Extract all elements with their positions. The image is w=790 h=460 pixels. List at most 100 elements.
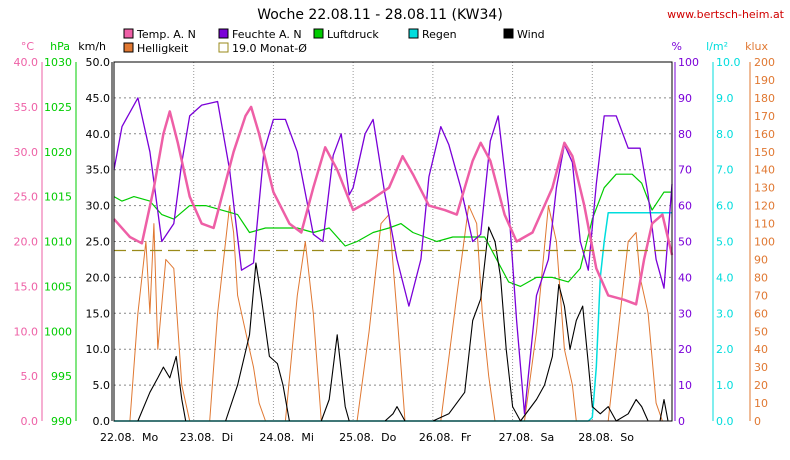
series-line-helligkeit [114, 205, 672, 422]
legend-label-monat: 19.0 Monat-Ø [232, 42, 307, 55]
hpa-tick-label: 1020 [44, 146, 72, 159]
pct-tick-label: 60 [678, 200, 692, 213]
pct-tick-label: 10 [678, 379, 692, 392]
klux-tick-label: 90 [754, 253, 768, 266]
day-label: 23.08. Di [180, 431, 234, 444]
kmh-tick-label: 0.0 [93, 415, 111, 428]
series-line-wind [114, 226, 672, 422]
temp-tick-label: 15.0 [14, 280, 39, 293]
axes: 0.0 5.0 10.0 15.0 20.0 25.0 30.0 35.0 40.0 990 995… [14, 40, 776, 444]
lm2-tick-label: 1.0 [716, 379, 734, 392]
day-label: 27.08. Sa [499, 431, 555, 444]
pct-tick-label: 30 [678, 307, 692, 320]
lm2-tick-label: 6.0 [716, 200, 734, 213]
pct-tick-label: 90 [678, 92, 692, 105]
pct-tick-label: 50 [678, 236, 692, 249]
lm2-tick-label: 3.0 [716, 307, 734, 320]
pct-tick-label: 0 [678, 415, 685, 428]
day-label: 22.08. Mo [100, 431, 158, 444]
legend-swatch-helligkeit [123, 42, 134, 53]
klux-tick-label: 0 [754, 415, 761, 428]
klux-tick-label: 170 [754, 110, 775, 123]
klux-tick-label: 180 [754, 92, 775, 105]
site-url[interactable]: www.bertsch-heim.at [667, 8, 785, 21]
chart-title: Woche 22.08.11 - 28.08.11 (KW34) [257, 7, 503, 23]
kmh-tick-label: 25.0 [86, 236, 111, 249]
day-label: 28.08. So [578, 431, 634, 444]
series [113, 97, 674, 422]
legend-swatch-feuchte [218, 28, 229, 39]
temp-unit: °C [21, 40, 35, 53]
kmh-tick-label: 15.0 [86, 307, 111, 320]
kmh-tick-label: 5.0 [93, 379, 111, 392]
kmh-tick-label: 50.0 [86, 56, 111, 69]
klux-tick-label: 160 [754, 128, 775, 141]
kmh-tick-label: 20.0 [86, 271, 111, 284]
temp-tick-label: 35.0 [14, 101, 39, 114]
pct-tick-label: 100 [678, 56, 699, 69]
klux-tick-label: 80 [754, 271, 768, 284]
day-label: 24.08. Mi [259, 431, 314, 444]
day-label: 25.08. Do [339, 431, 396, 444]
klux-tick-label: 130 [754, 182, 775, 195]
klux-tick-label: 200 [754, 56, 775, 69]
temp-tick-label: 5.0 [21, 370, 39, 383]
hpa-tick-label: 1015 [44, 191, 72, 204]
legend-label-wind: Wind [517, 28, 545, 41]
day-label: 26.08. Fr [419, 431, 472, 444]
lm2-unit: l/m² [706, 40, 728, 53]
pct-tick-label: 40 [678, 271, 692, 284]
lm2-tick-label: 9.0 [716, 92, 734, 105]
series-line-luftdruck [113, 173, 672, 287]
temp-tick-label: 30.0 [14, 146, 39, 159]
legend-swatch-regen [408, 28, 419, 39]
series-line-regen [114, 212, 672, 422]
klux-tick-label: 10 [754, 397, 768, 410]
klux-tick-label: 190 [754, 74, 775, 87]
hpa-tick-label: 995 [51, 370, 72, 383]
lm2-tick-label: 4.0 [716, 271, 734, 284]
klux-tick-label: 150 [754, 146, 775, 159]
kmh-tick-label: 10.0 [86, 343, 111, 356]
lm2-tick-label: 10.0 [716, 56, 741, 69]
hpa-tick-label: 1000 [44, 325, 72, 338]
legend-label-helligkeit: Helligkeit [137, 42, 189, 55]
klux-tick-label: 110 [754, 218, 775, 231]
hpa-tick-label: 990 [51, 415, 72, 428]
legend-label-feuchte: Feuchte A. N [232, 28, 302, 41]
kmh-tick-label: 35.0 [86, 164, 111, 177]
temp-tick-label: 10.0 [14, 325, 39, 338]
series-line-temp-a-n [113, 105, 674, 306]
legend: Temp. A. N Feuchte A. N Luftdruck Regen Wind… [123, 28, 545, 55]
kmh-tick-label: 40.0 [86, 128, 111, 141]
lm2-tick-label: 7.0 [716, 164, 734, 177]
temp-tick-label: 40.0 [14, 56, 39, 69]
kmh-unit: km/h [78, 40, 106, 53]
temp-tick-label: 25.0 [14, 191, 39, 204]
klux-tick-label: 30 [754, 361, 768, 374]
klux-tick-label: 50 [754, 325, 768, 338]
klux-tick-label: 60 [754, 307, 768, 320]
legend-label-temp: Temp. A. N [136, 28, 196, 41]
hpa-tick-label: 1030 [44, 56, 72, 69]
klux-unit: klux [745, 40, 768, 53]
legend-label-luftdruck: Luftdruck [327, 28, 379, 41]
lm2-tick-label: 5.0 [716, 236, 734, 249]
pct-tick-label: 80 [678, 128, 692, 141]
legend-swatch-luftdruck [313, 28, 324, 39]
temp-tick-label: 20.0 [14, 236, 39, 249]
plot-frame [113, 61, 673, 422]
klux-tick-label: 140 [754, 164, 775, 177]
klux-tick-label: 100 [754, 236, 775, 249]
hpa-tick-label: 1010 [44, 236, 72, 249]
pct-tick-label: 70 [678, 164, 692, 177]
pct-tick-label: 20 [678, 343, 692, 356]
kmh-tick-label: 30.0 [86, 200, 111, 213]
legend-swatch-wind [503, 28, 514, 39]
pct-unit: % [672, 40, 682, 53]
klux-tick-label: 70 [754, 289, 768, 302]
legend-label-regen: Regen [422, 28, 457, 41]
lm2-tick-label: 0.0 [716, 415, 734, 428]
legend-swatch-monat [218, 42, 229, 53]
